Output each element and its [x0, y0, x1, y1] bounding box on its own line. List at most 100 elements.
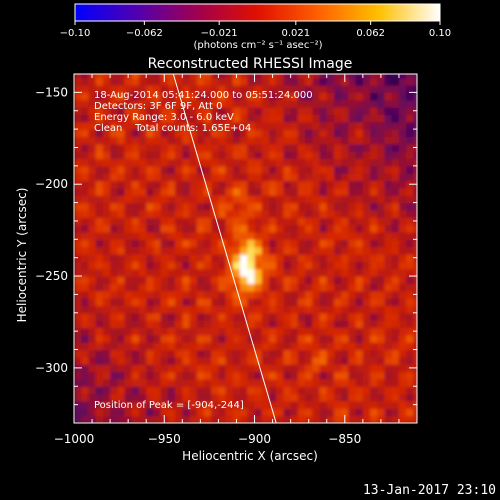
heatmap-cell	[398, 209, 407, 218]
heatmap-cell	[102, 121, 111, 130]
heatmap-cell	[211, 312, 220, 321]
heatmap-cell	[254, 356, 263, 365]
heatmap-cell	[312, 349, 321, 358]
heatmap-cell	[377, 129, 386, 138]
heatmap-cell	[240, 290, 248, 299]
heatmap-cell	[110, 283, 118, 292]
heatmap-cell	[167, 114, 176, 123]
heatmap-cell	[297, 74, 306, 79]
heatmap-cell	[276, 290, 285, 299]
heatmap-cell	[384, 415, 393, 423]
heatmap-cell	[218, 312, 227, 321]
heatmap-cell	[81, 231, 90, 240]
heatmap-cell	[254, 312, 263, 321]
heatmap-cell	[146, 298, 155, 307]
heatmap-cell	[283, 231, 292, 240]
heatmap-cell	[333, 151, 342, 160]
heatmap-cell	[348, 312, 357, 321]
heatmap-cell	[146, 371, 155, 380]
heatmap-cell	[413, 334, 417, 343]
heatmap-cell	[175, 143, 183, 152]
heatmap-cell	[297, 85, 306, 93]
heatmap-cell	[312, 143, 321, 152]
heatmap-cell	[203, 180, 212, 189]
heatmap-cell	[305, 121, 313, 130]
heatmap-cell	[203, 85, 212, 93]
heatmap-cell	[391, 99, 400, 108]
heatmap-cell	[95, 151, 104, 160]
heatmap-cell	[261, 305, 270, 314]
heatmap-cell	[196, 92, 205, 101]
heatmap-cell	[370, 202, 378, 211]
heatmap-cell	[326, 371, 335, 380]
heatmap-cell	[276, 393, 285, 402]
heatmap-cell	[268, 173, 277, 182]
heatmap-cell	[355, 99, 364, 108]
heatmap-cell	[138, 165, 147, 174]
heatmap-cell	[370, 180, 378, 189]
heatmap-cell	[326, 99, 335, 108]
heatmap-cell	[131, 320, 140, 329]
heatmap-cell	[333, 349, 342, 358]
heatmap-cell	[247, 254, 256, 262]
heatmap-cell	[153, 92, 162, 101]
heatmap-cell	[189, 320, 198, 329]
heatmap-cell	[333, 180, 342, 189]
heatmap-cell	[247, 408, 256, 417]
heatmap-cell	[81, 195, 90, 204]
heatmap-cell	[261, 386, 270, 395]
heatmap-cell	[240, 371, 248, 380]
heatmap-cell	[362, 158, 371, 167]
heatmap-cell	[131, 143, 140, 152]
heatmap-cell	[326, 92, 335, 101]
heatmap-cell	[232, 327, 241, 336]
heatmap-cell	[240, 254, 248, 262]
heatmap-cell	[254, 386, 263, 395]
x-tick-label: −950	[148, 432, 181, 446]
heatmap-cell	[247, 173, 256, 182]
heatmap-cell	[283, 195, 292, 204]
heatmap-cell	[189, 136, 198, 145]
heatmap-cell	[131, 334, 140, 343]
heatmap-cell	[117, 290, 126, 299]
heatmap-cell	[297, 283, 306, 292]
heatmap-cell	[333, 320, 342, 329]
heatmap-cell	[297, 180, 306, 189]
heatmap-cell	[377, 107, 386, 116]
heatmap-cell	[95, 261, 104, 270]
heatmap-cell	[131, 254, 140, 262]
heatmap-cell	[398, 121, 407, 130]
heatmap-cell	[406, 298, 414, 307]
heatmap-cell	[413, 298, 417, 307]
heatmap-cell	[218, 77, 227, 86]
heatmap-cell	[319, 231, 328, 240]
heatmap-cell	[182, 224, 191, 233]
heatmap-cell	[370, 239, 378, 248]
heatmap-cell	[88, 158, 97, 167]
heatmap-cell	[305, 283, 313, 292]
heatmap-cell	[261, 107, 270, 116]
heatmap-cell	[74, 195, 82, 204]
heatmap-cell	[261, 74, 270, 79]
heatmap-cell	[189, 334, 198, 343]
heatmap-cell	[203, 342, 212, 351]
heatmap-cell	[218, 99, 227, 108]
heatmap-cell	[95, 224, 104, 233]
heatmap-cell	[189, 165, 198, 174]
heatmap-cell	[254, 400, 263, 409]
heatmap-cell	[153, 217, 162, 226]
heatmap-cell	[276, 151, 285, 160]
heatmap-cell	[377, 268, 386, 277]
heatmap-cell	[196, 158, 205, 167]
heatmap-cell	[175, 209, 183, 218]
heatmap-cell	[384, 261, 393, 270]
heatmap-cell	[240, 320, 248, 329]
heatmap-cell	[333, 202, 342, 211]
heatmap-cell	[182, 173, 191, 182]
heatmap-cell	[88, 254, 97, 262]
heatmap-cell	[254, 209, 263, 218]
heatmap-cell	[355, 400, 364, 409]
heatmap-cell	[88, 349, 97, 358]
heatmap-cell	[283, 327, 292, 336]
heatmap-cell	[341, 209, 349, 218]
